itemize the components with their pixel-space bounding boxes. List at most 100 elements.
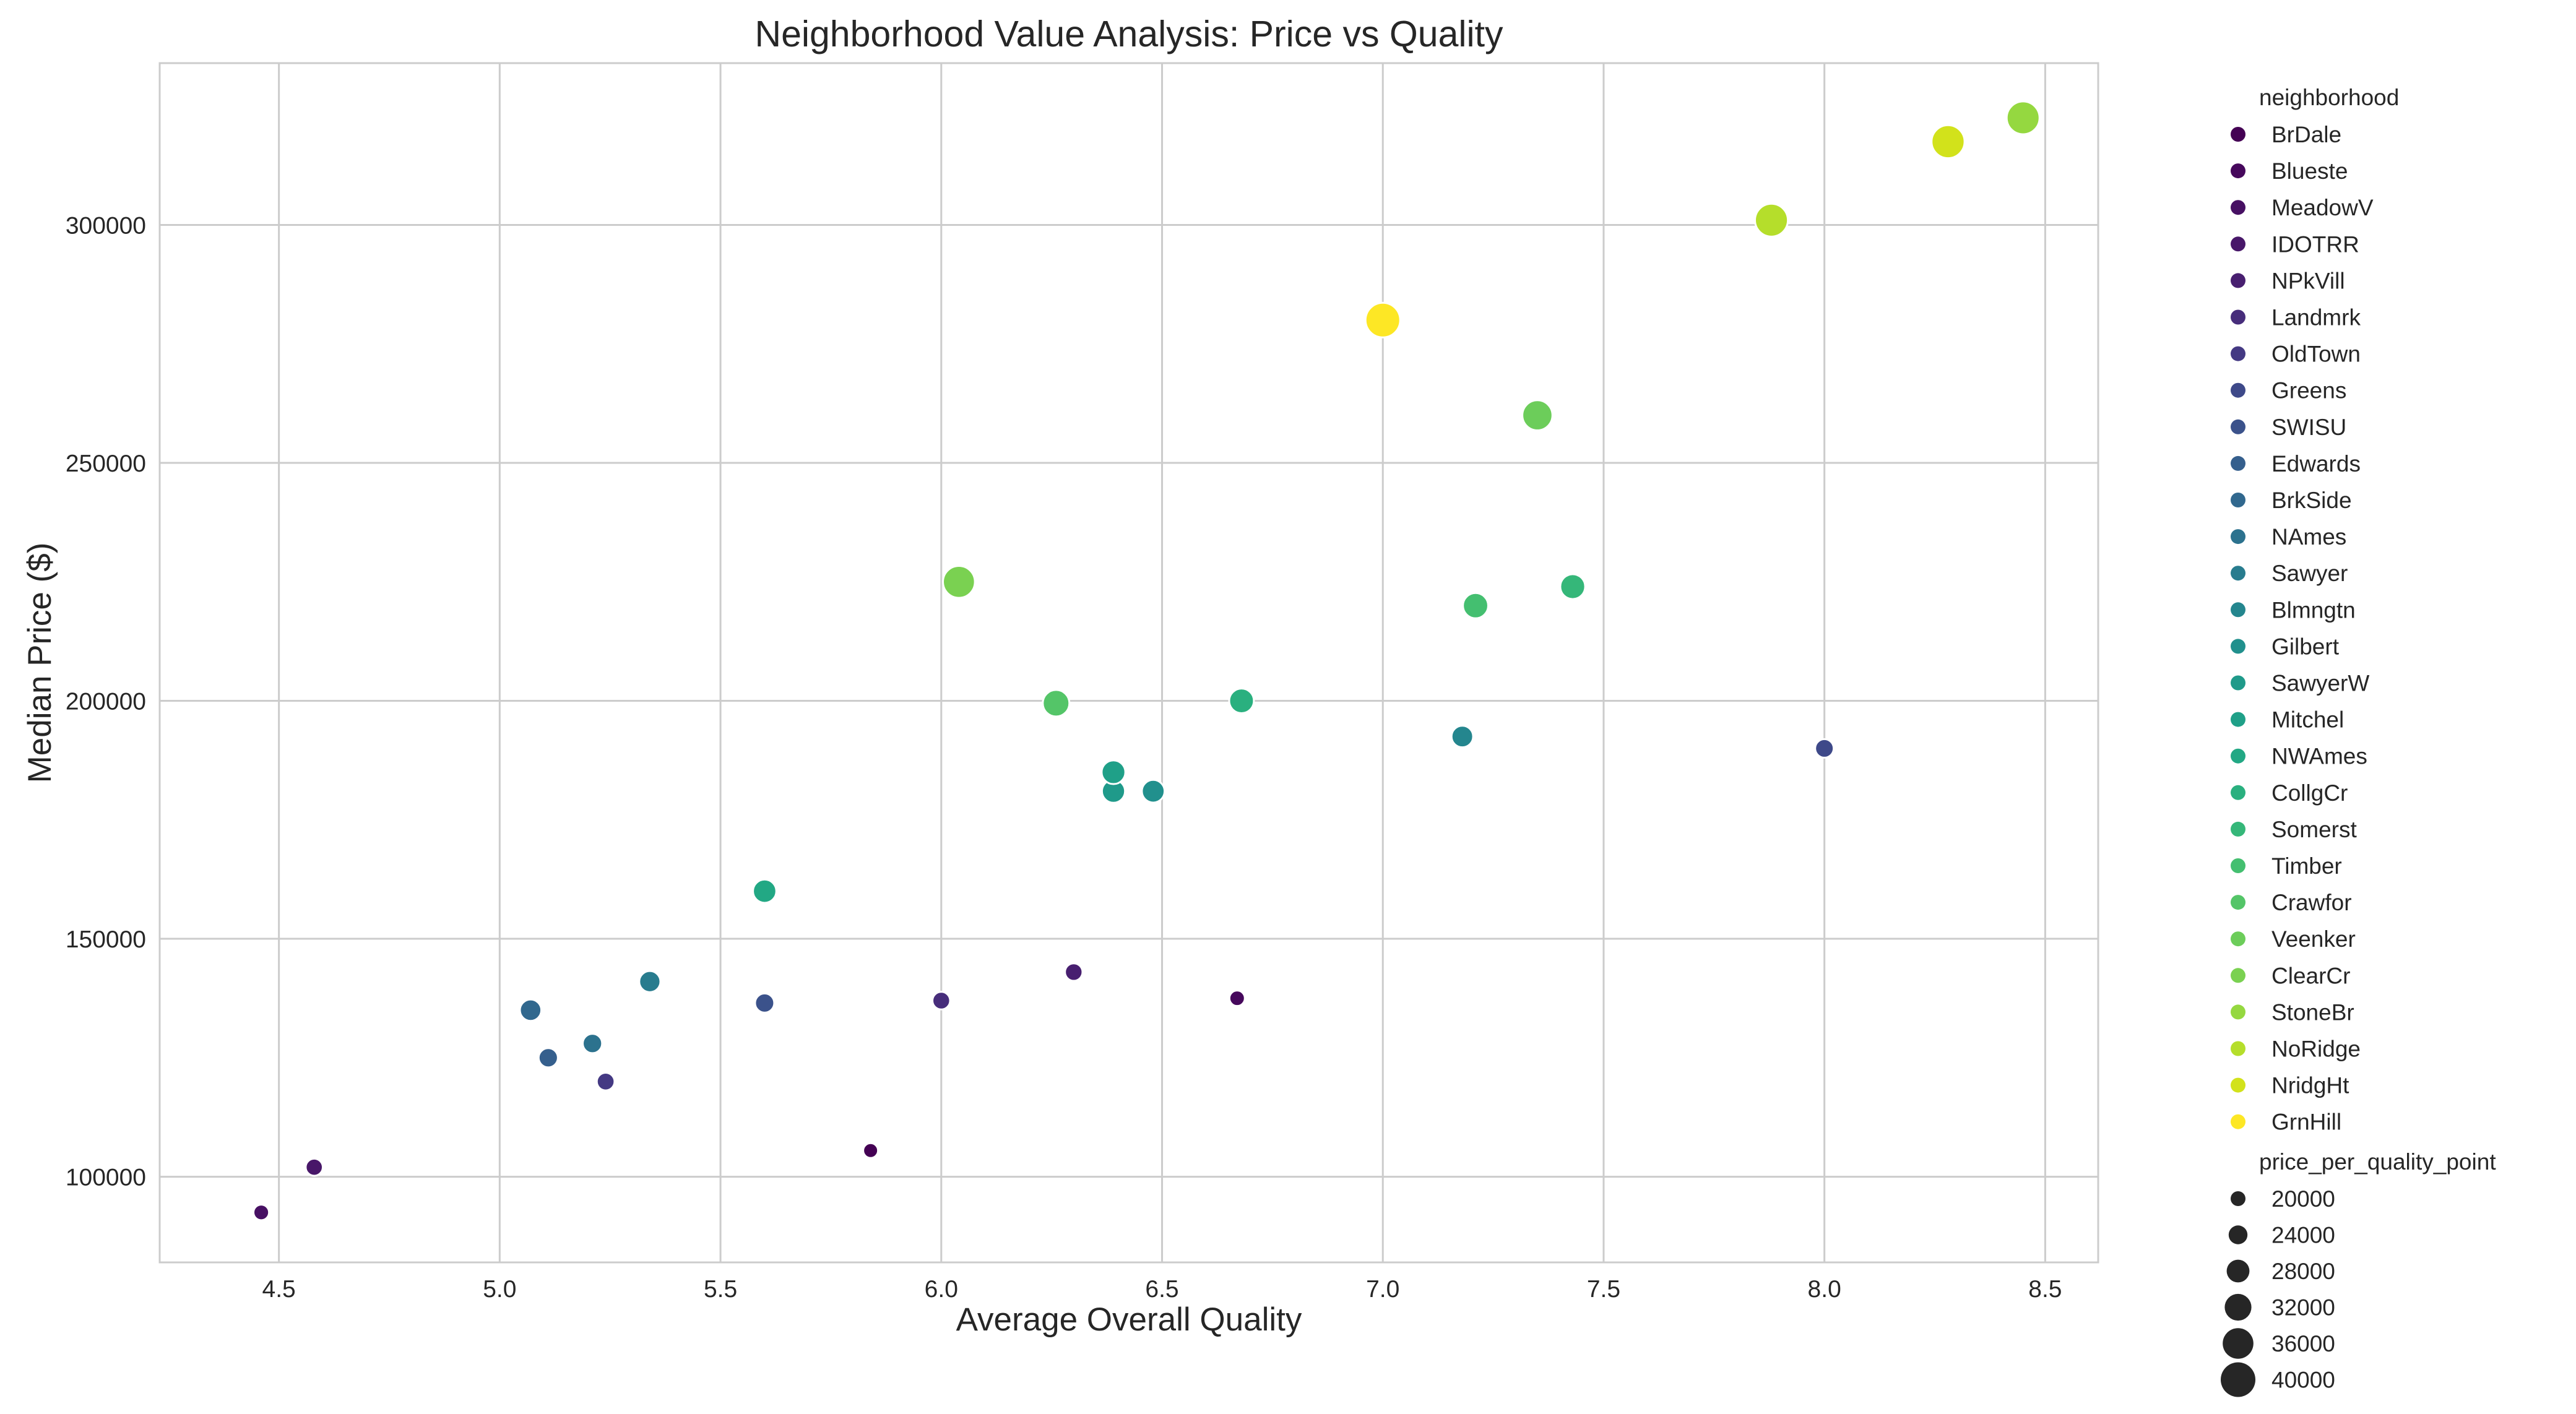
x-tick-label: 6.5 <box>1145 1276 1178 1303</box>
legend-entry-meadowv: MeadowV <box>2271 195 2374 220</box>
legend-marker-edwards <box>2231 455 2245 471</box>
legend-marker-timber <box>2231 858 2245 873</box>
scatter-point-idotrr <box>305 1157 324 1177</box>
legend-entry-edwards: Edwards <box>2271 451 2361 476</box>
legend-marker-grnhill <box>2231 1114 2245 1129</box>
scatter-point-meadowv <box>252 1204 270 1222</box>
scatter-point-oldtown <box>595 1071 616 1092</box>
legend-size-marker <box>2226 1259 2250 1283</box>
x-tick-label: 8.5 <box>2028 1276 2062 1303</box>
legend-marker-greens <box>2231 382 2245 398</box>
legend-marker-sawyerw <box>2231 675 2245 691</box>
scatter-point-sawyer <box>638 970 662 993</box>
scatter-point-veenker <box>1521 399 1554 431</box>
legend-marker-sawyer <box>2231 566 2245 581</box>
y-tick-label: 150000 <box>66 926 146 953</box>
legend-size-entry: 36000 <box>2271 1331 2335 1356</box>
legend-entry-timber: Timber <box>2271 853 2342 879</box>
legend-entry-sawyerw: SawyerW <box>2271 671 2369 696</box>
legend-size-marker <box>2228 1225 2248 1244</box>
legend-entry-npkvill: NPkVill <box>2271 268 2345 293</box>
legend-size-entry: 28000 <box>2271 1259 2335 1284</box>
scatter-point-stonebr <box>2005 100 2041 136</box>
x-tick-label: 7.5 <box>1587 1276 1620 1303</box>
legend-entry-swisu: SWISU <box>2271 415 2346 440</box>
y-tick-label: 300000 <box>66 212 146 239</box>
legend-marker-stonebr <box>2231 1004 2245 1020</box>
legend-marker-landmrk <box>2231 309 2245 325</box>
y-tick-label: 250000 <box>66 450 146 477</box>
scatter-point-mitchel <box>1100 759 1126 785</box>
legend-size-entry: 24000 <box>2271 1223 2335 1248</box>
x-tick-label: 8.0 <box>1808 1276 1841 1303</box>
legend-marker-blueste <box>2231 163 2245 179</box>
scatter-point-noridge <box>1753 202 1789 238</box>
scatter-point-swisu <box>754 992 776 1014</box>
legend-entry-stonebr: StoneBr <box>2271 999 2354 1025</box>
legend-entry-oldtown: OldTown <box>2271 342 2361 367</box>
scatter-point-timber <box>1462 592 1489 619</box>
legend-entry-grnhill: GrnHill <box>2271 1110 2341 1135</box>
x-tick-label: 7.0 <box>1366 1276 1399 1303</box>
x-tick-label: 6.0 <box>925 1276 958 1303</box>
legend-entry-collgcr: CollgCr <box>2271 780 2348 806</box>
x-tick-label: 5.0 <box>483 1276 516 1303</box>
legend-entry-somerst: Somerst <box>2271 817 2357 842</box>
legend-marker-brdale <box>2231 127 2245 142</box>
scatter-point-brdale <box>862 1142 880 1159</box>
legend-size-marker <box>2221 1362 2255 1397</box>
scatter-point-landmrk <box>931 991 951 1011</box>
y-tick-label: 100000 <box>66 1165 146 1191</box>
legend-entry-crawfor: Crawfor <box>2271 890 2352 915</box>
scatter-points <box>252 100 2041 1222</box>
legend-marker-idotrr <box>2231 236 2245 252</box>
legend-size-marker <box>2223 1328 2254 1359</box>
x-tick-label: 5.5 <box>704 1276 737 1303</box>
scatter-point-greens <box>1814 738 1835 759</box>
legend-entry-blmngtn: Blmngtn <box>2271 597 2356 623</box>
legend-marker-nwames <box>2231 748 2245 764</box>
legend-marker-mitchel <box>2231 712 2245 727</box>
legend-entry-nwames: NWAmes <box>2271 744 2367 769</box>
scatter-point-clearcr <box>942 564 976 599</box>
legend-entry-landmrk: Landmrk <box>2271 305 2361 330</box>
legend-size-marker <box>2224 1293 2252 1321</box>
legend-size-entry: 32000 <box>2271 1295 2335 1321</box>
legend-marker-brkside <box>2231 493 2245 507</box>
legend-hue-title: neighborhood <box>2259 85 2399 110</box>
legend-marker-crawfor <box>2231 895 2245 910</box>
legend-entry-sawyer: Sawyer <box>2271 561 2348 586</box>
legend-marker-nridght <box>2231 1077 2245 1093</box>
scatter-point-nridght <box>1930 124 1966 160</box>
legend-entry-veenker: Veenker <box>2271 926 2356 952</box>
y-axis-label: Median Price ($) <box>22 543 58 783</box>
scatter-point-blmngtn <box>1450 725 1474 749</box>
x-axis-label: Average Overall Quality <box>956 1301 1302 1338</box>
legend-entry-greens: Greens <box>2271 378 2346 403</box>
legend-marker-noridge <box>2231 1041 2245 1056</box>
legend-marker-somerst <box>2231 821 2245 837</box>
legend-size-entry: 20000 <box>2271 1186 2335 1212</box>
legend-entry-noridge: NoRidge <box>2271 1037 2361 1062</box>
legend-marker-swisu <box>2231 419 2245 434</box>
legend-size-marker <box>2231 1191 2245 1206</box>
plot-frame <box>158 62 2099 1264</box>
legend-entry-blueste: Blueste <box>2271 158 2348 184</box>
scatter-point-blueste <box>1228 989 1246 1007</box>
legend-marker-veenker <box>2231 931 2245 947</box>
scatter-point-grnhill <box>1364 301 1401 338</box>
x-tick-label: 4.5 <box>262 1276 296 1303</box>
scatter-point-gilbert <box>1141 778 1166 804</box>
x-tick-labels: 4.5 5.0 5.5 6.0 6.5 7.0 7.5 8.0 8.5 <box>262 1276 2062 1303</box>
legend-marker-npkvill <box>2231 273 2245 288</box>
legend-size-entry: 40000 <box>2271 1368 2335 1393</box>
legend-marker-collgcr <box>2231 785 2245 800</box>
legend: neighborhood BrDale Blueste MeadowV IDOTRR NP… <box>2221 85 2496 1397</box>
legend-marker-oldtown <box>2231 346 2245 361</box>
legend-marker-blmngtn <box>2231 602 2245 618</box>
legend-entry-mitchel: Mitchel <box>2271 707 2344 733</box>
scatter-point-nwames <box>752 878 777 904</box>
legend-marker-names <box>2231 529 2245 545</box>
scatter-point-edwards <box>537 1047 559 1069</box>
legend-entry-brkside: BrkSide <box>2271 488 2352 513</box>
